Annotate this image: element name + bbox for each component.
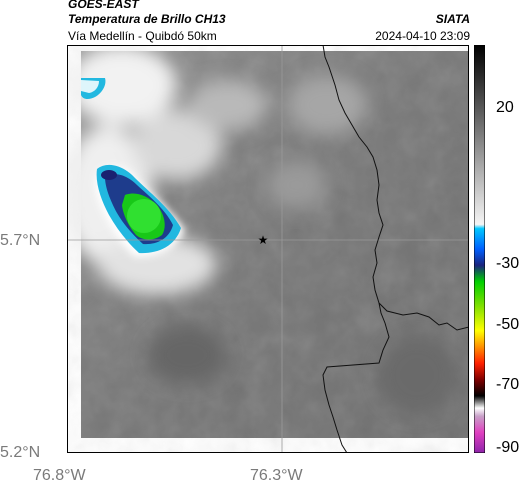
colorbar xyxy=(474,45,485,453)
brightness-temperature-field xyxy=(67,45,469,438)
y-tick-label: 5.7°N xyxy=(0,232,41,249)
x-tick-label: 76.8°W xyxy=(33,467,86,484)
organization-label: SIATA xyxy=(435,12,470,26)
satellite-source: GOES-EAST xyxy=(68,0,139,11)
department-boundary xyxy=(322,45,469,453)
satellite-map[interactable]: ★ xyxy=(67,45,469,453)
region-label: Vía Medellín - Quibdó 50km xyxy=(68,29,217,43)
colorbar-label: -50 xyxy=(496,316,520,333)
colorbar-label: -70 xyxy=(496,376,520,393)
colorbar-label: 20 xyxy=(496,99,514,116)
y-tick-label: 5.2°N xyxy=(0,444,41,461)
product-title: Temperatura de Brillo CH13 xyxy=(68,12,226,26)
timestamp: 2024-04-10 23:09 xyxy=(375,29,470,43)
star-marker: ★ xyxy=(258,233,269,247)
cold-cloud-core xyxy=(81,78,185,257)
colorbar-label: -30 xyxy=(496,255,520,272)
colorbar-label: -90 xyxy=(496,439,520,456)
x-tick-label: 76.3°W xyxy=(250,467,303,484)
lat-lon-gridlines xyxy=(67,45,469,453)
